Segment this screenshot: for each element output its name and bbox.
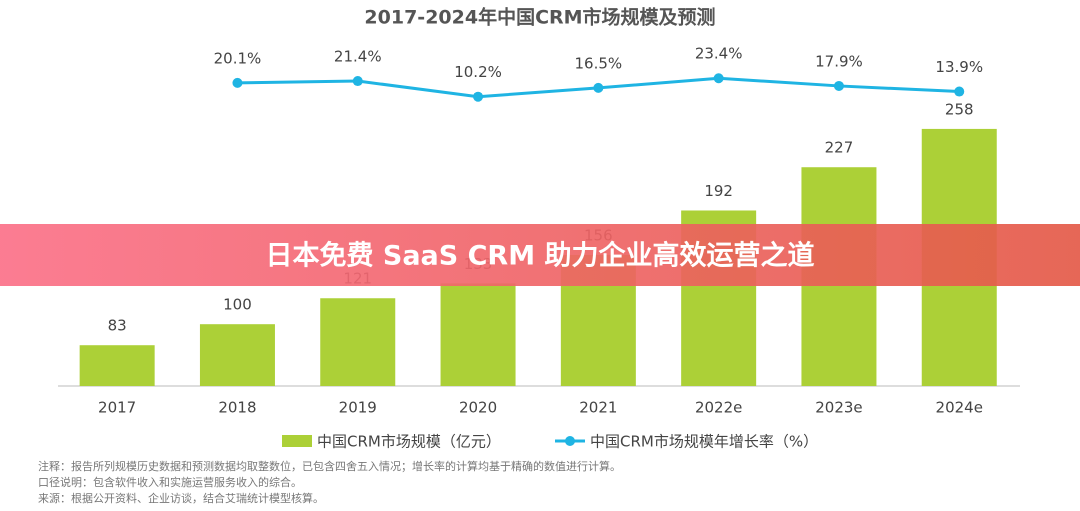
x-tick-label: 2024e	[936, 399, 983, 417]
line-point	[473, 91, 484, 102]
line-point	[833, 80, 844, 91]
data-label: 16.5%	[575, 54, 623, 72]
x-tick-label: 2021	[579, 399, 617, 417]
x-tick-label: 2022e	[695, 399, 742, 417]
data-label: 20.1%	[214, 49, 262, 67]
banner: 日本免费 SaaS CRM 助力企业高效运营之道	[0, 224, 1080, 286]
chart-title: 2017-2024年中国CRM市场规模及预测	[364, 6, 715, 29]
x-tick-label: 2020	[459, 399, 497, 417]
x-tick-label: 2019	[339, 399, 377, 417]
bar	[79, 345, 155, 386]
note: 来源：根据公开资料、企业访谈，结合艾瑞统计模型核算。	[38, 491, 324, 505]
line-point	[713, 73, 724, 84]
data-label: 13.9%	[935, 58, 983, 76]
data-label: 23.4%	[695, 45, 743, 63]
data-label: 17.9%	[815, 52, 863, 70]
data-label: 83	[108, 317, 127, 335]
x-tick-label: 2023e	[815, 399, 862, 417]
bar	[320, 298, 396, 386]
note: 口径说明：包含软件收入和实施运营服务收入的综合。	[38, 475, 302, 489]
data-label: 192	[704, 182, 733, 200]
legend-label: 中国CRM市场规模年增长率（%）	[590, 433, 818, 451]
banner-bg	[0, 224, 1080, 286]
data-label: 100	[223, 296, 252, 314]
legend-label: 中国CRM市场规模（亿元）	[317, 433, 501, 451]
note: 注释：报告所列规模历史数据和预测数据均取整数位，已包含四舍五入情况；增长率的计算…	[38, 459, 621, 473]
data-label: 10.2%	[454, 63, 502, 81]
legend-swatch	[565, 436, 575, 446]
line-point	[352, 76, 363, 87]
data-label: 258	[945, 100, 974, 118]
banner-text: 日本免费 SaaS CRM 助力企业高效运营之道	[265, 240, 814, 272]
data-label: 227	[825, 139, 854, 157]
line-point	[593, 82, 604, 93]
data-label: 21.4%	[334, 48, 382, 66]
legend-swatch	[282, 435, 312, 447]
x-tick-label: 2017	[98, 399, 136, 417]
line-point	[232, 77, 243, 88]
x-tick-label: 2018	[218, 399, 256, 417]
bar	[440, 283, 516, 386]
bar	[199, 324, 275, 386]
line-point	[954, 86, 965, 97]
